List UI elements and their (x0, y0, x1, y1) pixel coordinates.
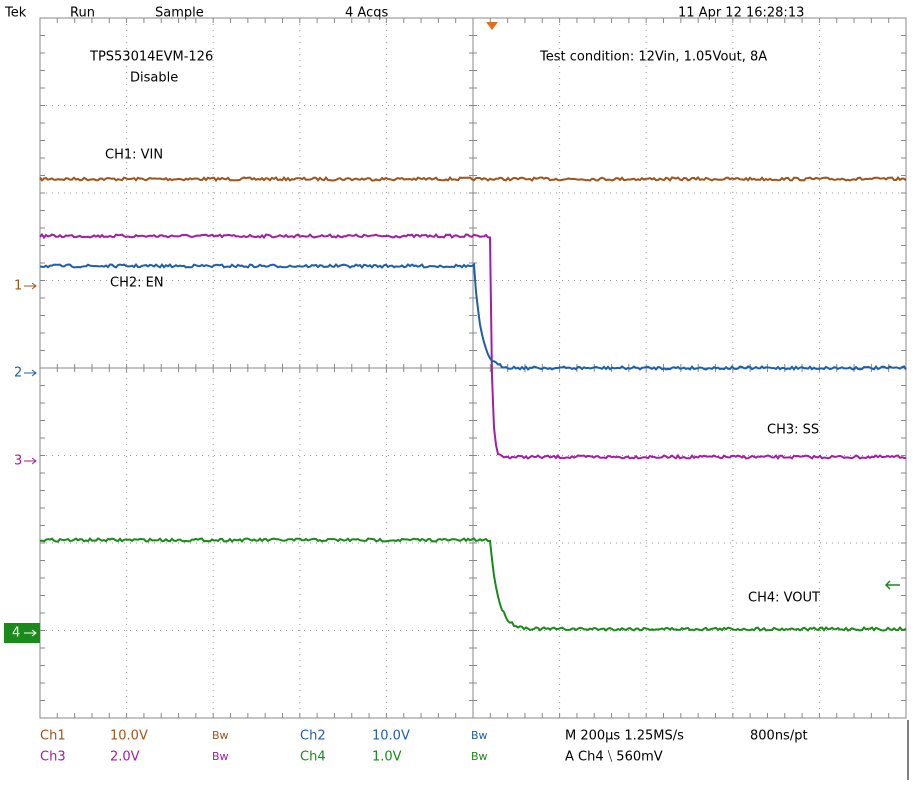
waveform (39, 262, 907, 372)
traces (39, 175, 907, 632)
resolution: 800ns/pt (750, 729, 808, 744)
header: Tek Run Sample 4 Acqs 11 Apr 12 16:28:13 (4, 6, 804, 21)
timestamp: 11 Apr 12 16:28:13 (678, 6, 804, 21)
event-label: Disable (130, 71, 178, 86)
marker: 4 (12, 626, 20, 641)
marker: 2 (14, 366, 22, 381)
marker-arrow (24, 369, 37, 377)
annotations: TPS53014EVM-126 Disable Test condition: … (89, 50, 820, 606)
trigger: A Ch4 ⧹ 560mV (565, 750, 663, 765)
waveform (39, 232, 907, 460)
brand: Tek (4, 6, 27, 21)
timebase: M 200µs 1.25MS/s (565, 729, 684, 744)
scale: 1.0V (372, 750, 402, 765)
bw: Bw (212, 750, 229, 763)
trace-label: CH3: SS (767, 423, 819, 438)
marker-box (4, 623, 40, 643)
marker-arrow (24, 457, 37, 465)
scale: 2.0V (110, 750, 140, 765)
marker: 3 (14, 454, 22, 469)
channel: Ch1 (40, 729, 66, 744)
graticule (39, 17, 906, 719)
marker-arrow (24, 629, 37, 637)
marker-arrow (24, 282, 37, 290)
waveform (39, 537, 907, 632)
board-label: TPS53014EVM-126 (89, 50, 213, 65)
acq-count: 4 Acqs (345, 6, 388, 21)
channel-markers: 1 2 3 4 (4, 279, 900, 643)
channel: Ch3 (40, 750, 66, 765)
bw: Bw (212, 729, 229, 742)
bw: Bw (471, 750, 488, 763)
condition-label: Test condition: 12Vin, 1.05Vout, 8A (539, 50, 767, 65)
trace-label: CH4: VOUT (748, 591, 820, 606)
scale: 10.0V (372, 729, 410, 744)
scale: 10.0V (110, 729, 148, 744)
run-state: Run (70, 6, 95, 21)
marker: 1 (14, 279, 22, 294)
channel: Ch4 (300, 750, 326, 765)
trace-label: CH2: EN (110, 276, 164, 291)
trace-label: CH1: VIN (105, 148, 163, 163)
trigger-position (486, 22, 498, 30)
acq-mode: Sample (155, 6, 204, 21)
trigger-level (884, 580, 900, 590)
channel: Ch2 (300, 729, 326, 744)
readout: Ch1 10.0V Bw Ch2 10.0V Bw M 200µs 1.25MS… (40, 729, 808, 765)
waveform (39, 175, 907, 183)
bw: Bw (471, 729, 488, 742)
